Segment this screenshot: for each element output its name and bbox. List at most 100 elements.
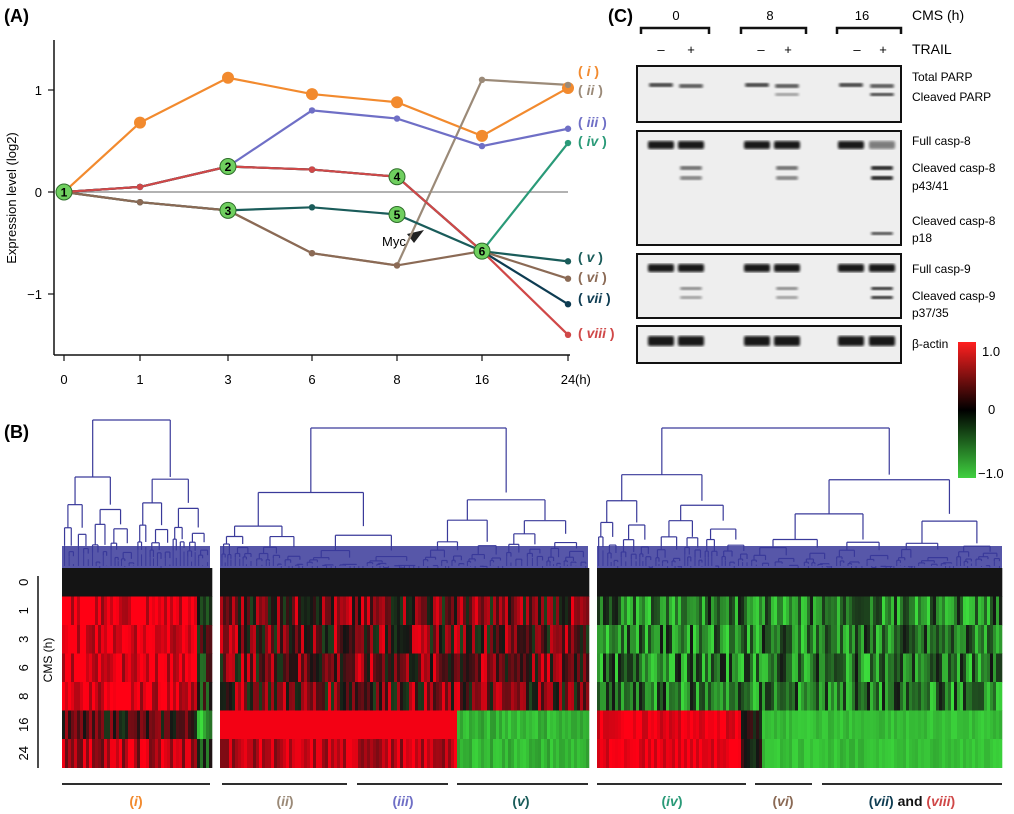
- heatmap-cell: [484, 682, 488, 711]
- heatmap-cell: [565, 653, 569, 683]
- heatmap-cell: [621, 568, 625, 597]
- heatmap-cell: [346, 710, 350, 740]
- heatmap-cell: [612, 739, 616, 768]
- heatmap-cell: [388, 653, 392, 683]
- heatmap-cell: [714, 568, 718, 597]
- heatmap-cell: [867, 739, 871, 768]
- heatmap-cell: [499, 710, 503, 740]
- heatmap-cell: [149, 625, 153, 654]
- heatmap-cell: [996, 739, 1000, 768]
- heatmap-cell: [62, 596, 66, 626]
- heatmap-cell: [577, 625, 581, 654]
- heatmap-cell: [364, 568, 368, 597]
- heatmap-cell: [921, 568, 925, 597]
- heatmap-cell: [906, 739, 910, 768]
- heatmap-cell: [723, 682, 727, 711]
- heatmap-cell: [167, 653, 171, 683]
- heatmap-cell: [654, 653, 658, 683]
- heatmap-cell: [541, 682, 545, 711]
- heatmap-cell: [876, 653, 880, 683]
- heatmap-cell: [577, 710, 581, 740]
- heatmap-cell: [753, 568, 757, 597]
- heatmap-cell: [669, 739, 673, 768]
- heatmap-cell: [580, 568, 584, 597]
- heatmap-cell: [654, 739, 658, 768]
- heatmap-cell: [708, 596, 712, 626]
- heatmap-cell: [951, 653, 955, 683]
- heatmap-cell: [511, 710, 515, 740]
- heatmap-cell: [460, 710, 464, 740]
- heatmap-cell: [92, 625, 96, 654]
- heatmap-cell: [708, 653, 712, 683]
- heatmap-cell: [427, 653, 431, 683]
- heatmap-cell: [912, 739, 916, 768]
- heatmap-cell: [975, 653, 979, 683]
- heatmap-cell: [331, 739, 335, 768]
- panel-label-b: (B): [4, 422, 29, 442]
- heatmap-cell: [609, 625, 613, 654]
- heatmap-cell: [122, 653, 126, 683]
- heatmap-cell: [349, 653, 353, 683]
- heatmap-cell: [322, 682, 326, 711]
- heatmap-cell: [286, 596, 290, 626]
- heatmap-cell: [268, 682, 272, 711]
- heatmap-cell: [179, 568, 183, 597]
- trail-minus: –: [853, 42, 861, 57]
- heatmap-cell: [442, 739, 446, 768]
- heatmap-cell: [568, 710, 572, 740]
- heatmap-cell: [220, 739, 224, 768]
- heatmap-cell: [921, 596, 925, 626]
- heatmap-cell: [373, 653, 377, 683]
- heatmap-cell: [855, 568, 859, 597]
- heatmap-cell: [681, 653, 685, 683]
- heatmap-cell: [319, 653, 323, 683]
- heatmap-cell: [277, 653, 281, 683]
- heatmap-cell: [954, 596, 958, 626]
- heatmap-cell: [203, 739, 207, 768]
- heatmap-cell: [397, 568, 401, 597]
- heatmap-cell: [454, 596, 458, 626]
- heatmap-cell: [373, 710, 377, 740]
- heatmap-cell: [654, 710, 658, 740]
- heatmap-cell: [499, 596, 503, 626]
- heatmap-row-label: 1: [16, 607, 31, 614]
- heatmap-cell: [274, 568, 278, 597]
- heatmap-cell: [286, 653, 290, 683]
- heatmap-cell: [858, 739, 862, 768]
- heatmap-cell: [945, 710, 949, 740]
- heatmap-cell: [574, 625, 578, 654]
- heatmap-cell: [783, 739, 787, 768]
- heatmap-cell: [283, 710, 287, 740]
- heatmap-cell: [639, 710, 643, 740]
- heatmap-cell: [158, 596, 162, 626]
- heatmap-cell: [364, 739, 368, 768]
- heatmap-cell: [771, 710, 775, 740]
- heatmap-cell: [313, 710, 317, 740]
- heatmap-cell: [131, 682, 135, 711]
- heatmap-cell: [176, 739, 180, 768]
- heatmap-cell: [421, 653, 425, 683]
- heatmap-cell: [819, 682, 823, 711]
- heatmap-cell: [624, 653, 628, 683]
- heatmap-cell: [65, 625, 69, 654]
- heatmap-cell: [304, 596, 308, 626]
- heatmap-cell: [657, 568, 661, 597]
- heatmap-cell: [229, 653, 233, 683]
- heatmap-cell: [77, 653, 81, 683]
- heatmap-cell: [693, 682, 697, 711]
- heatmap-cell: [478, 596, 482, 626]
- branch-node-label: 1: [61, 186, 68, 200]
- heatmap-cell: [984, 625, 988, 654]
- heatmap-cell: [176, 625, 180, 654]
- heatmap-cell: [226, 710, 230, 740]
- heatmap-cell: [325, 625, 329, 654]
- heatmap-cell: [235, 568, 239, 597]
- heatmap-cell: [373, 682, 377, 711]
- heatmap-cell: [301, 625, 305, 654]
- heatmap-cell: [244, 596, 248, 626]
- heatmap-cell: [723, 596, 727, 626]
- heatmap-cell: [194, 739, 198, 768]
- heatmap-cell: [140, 653, 144, 683]
- heatmap-cell: [882, 739, 886, 768]
- heatmap-cell: [161, 653, 165, 683]
